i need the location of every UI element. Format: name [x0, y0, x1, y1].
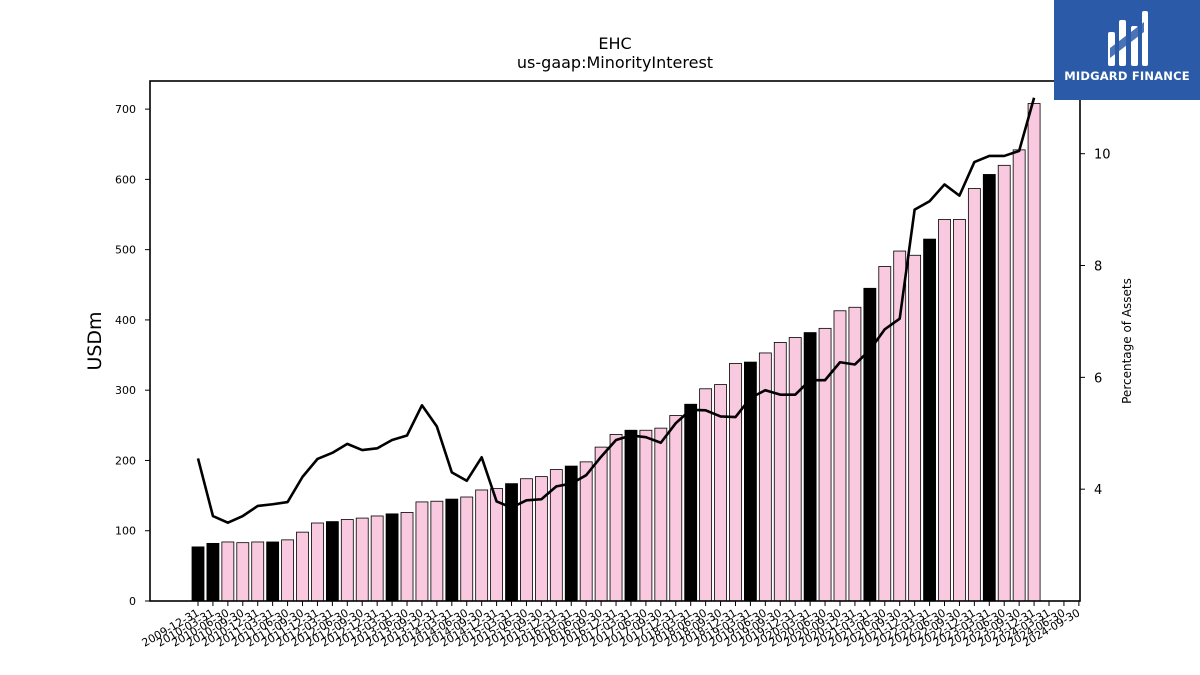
bar — [938, 219, 951, 602]
bar — [579, 461, 593, 602]
bar — [923, 238, 936, 602]
y-tick-label: 400 — [115, 314, 136, 327]
bar — [355, 517, 369, 602]
y2-axis-label: Percentage of Assets — [1120, 278, 1134, 404]
bar — [415, 501, 429, 602]
bar — [982, 174, 996, 602]
chart-subtitle: us-gaap:MinorityInterest — [517, 53, 713, 72]
bar — [967, 188, 981, 602]
bar — [997, 164, 1011, 602]
y-tick-label: 200 — [115, 454, 136, 467]
bar — [266, 541, 280, 602]
bar — [699, 388, 713, 602]
bar — [281, 539, 294, 602]
bar — [594, 446, 608, 602]
bar — [833, 310, 847, 602]
y2-tick-label: 8 — [1094, 260, 1102, 275]
bar — [654, 427, 668, 602]
bar — [893, 250, 907, 602]
bar — [1012, 149, 1026, 602]
bar — [848, 306, 862, 602]
bar — [460, 496, 474, 602]
bar — [490, 488, 504, 602]
bar — [221, 541, 235, 602]
line-group — [196, 97, 1036, 525]
bar — [311, 522, 324, 602]
bar — [475, 489, 489, 602]
bar — [773, 342, 787, 602]
y-tick-label: 700 — [115, 103, 136, 116]
bar — [340, 519, 354, 602]
y-tick-label: 500 — [115, 244, 136, 257]
bar — [863, 287, 877, 602]
bar — [684, 403, 698, 602]
y-tick-label: 100 — [115, 525, 136, 538]
bar — [729, 363, 742, 602]
bar — [803, 332, 817, 602]
bar — [251, 541, 265, 602]
bar — [296, 531, 309, 602]
y2-tick-label: 10 — [1094, 148, 1111, 163]
series-line — [196, 97, 1036, 525]
bar — [430, 500, 444, 602]
bar — [953, 219, 966, 602]
bar — [609, 434, 623, 602]
y-tick-label: 0 — [129, 595, 136, 608]
bar — [370, 515, 384, 602]
bar — [505, 483, 518, 602]
y-axis-label: USDm — [84, 311, 106, 370]
bar — [400, 512, 414, 602]
chart-title: EHC — [598, 34, 631, 53]
bar — [908, 254, 922, 602]
bar — [564, 465, 578, 602]
bar — [206, 542, 220, 602]
bar — [624, 429, 638, 602]
bars-group — [191, 103, 1041, 602]
bar — [445, 498, 459, 602]
bar — [818, 327, 832, 602]
plot-frame — [149, 80, 1081, 602]
bar — [191, 546, 205, 602]
bar — [669, 415, 683, 602]
bar — [878, 266, 892, 602]
midgard-logo-icon — [1108, 11, 1148, 66]
bar — [639, 429, 653, 602]
bar — [788, 337, 802, 602]
bar — [385, 513, 399, 602]
y-tick-label: 300 — [115, 384, 136, 397]
brand-logo: MIDGARD FINANCE — [1054, 0, 1200, 100]
bar — [325, 521, 339, 602]
brand-name: MIDGARD FINANCE — [1064, 69, 1190, 83]
bar — [1027, 103, 1041, 602]
y-tick-label: 600 — [115, 173, 136, 186]
y2-tick-label: 4 — [1094, 483, 1102, 498]
bar — [520, 478, 533, 602]
bar — [236, 542, 250, 602]
y2-tick-label: 6 — [1094, 371, 1102, 386]
